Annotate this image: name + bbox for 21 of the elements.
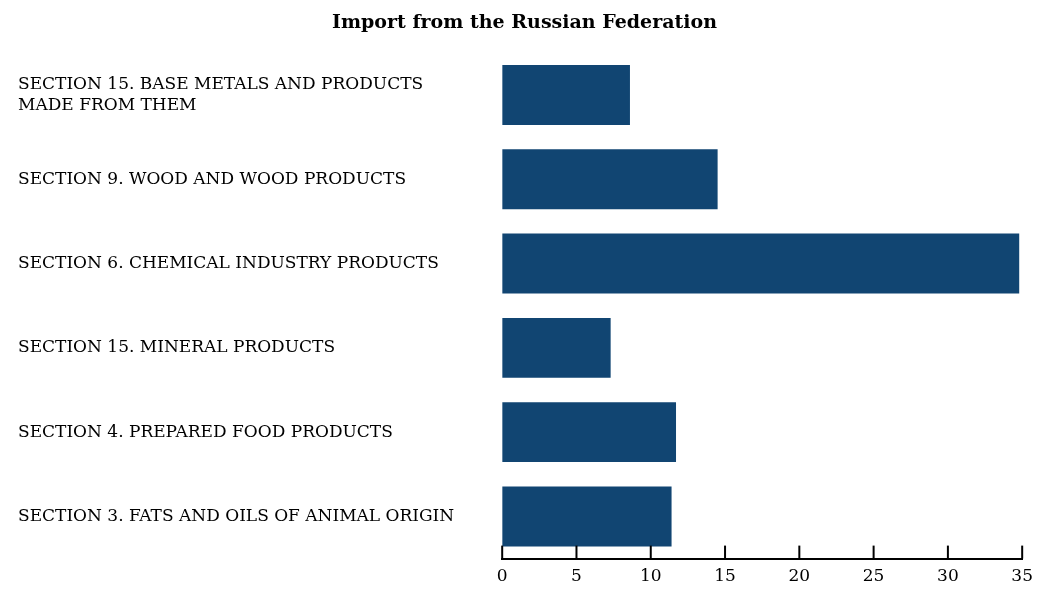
x-tick-label: 10 [639,565,662,586]
bar [502,402,677,463]
x-tick-label: 25 [862,565,885,586]
y-tick-label: SECTION 4. PREPARED FOOD PRODUCTS [18,420,393,441]
bar [502,233,1020,294]
y-tick-label: SECTION 3. FATS AND OILS OF ANIMAL ORIGIN [18,504,455,525]
x-tick-label: 30 [937,565,959,586]
y-tick-label: SECTION 15. MINERAL PRODUCTS [18,336,336,357]
x-tick-label: 5 [571,565,582,586]
x-tick-label: 20 [788,565,811,586]
x-tick-label: 15 [714,565,736,586]
chart-title: Import from the Russian Federation [332,10,718,33]
y-tick-label: SECTION 15. BASE METALS AND PRODUCTS MADE FROM THEM [18,73,424,114]
bar [502,65,630,125]
bar [502,486,672,547]
bar [502,149,718,210]
bar [502,317,611,378]
x-tick-label: 0 [496,565,508,586]
y-tick-label: SECTION 6. CHEMICAL INDUSTRY PRODUCTS [18,251,439,272]
y-tick-label: SECTION 9. WOOD AND WOOD PRODUCTS [18,167,407,188]
x-tick-label: 35 [1011,565,1033,586]
